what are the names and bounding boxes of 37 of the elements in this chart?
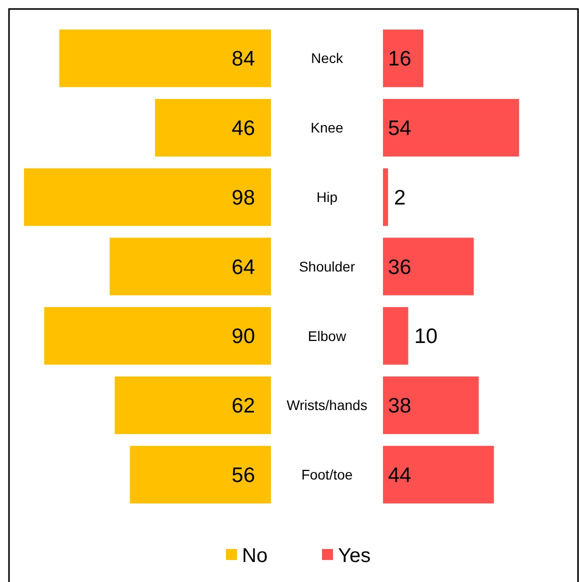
- bar: [24, 168, 271, 226]
- bar: [44, 307, 271, 365]
- data-label: 64: [232, 256, 256, 279]
- y-tick-label: Shoulder: [298, 258, 356, 274]
- data-label: 56: [232, 464, 255, 488]
- y-tick-label: Hip: [316, 189, 338, 206]
- bar: [130, 446, 271, 504]
- y-tick-label: Neck: [311, 50, 344, 66]
- bar: [383, 376, 479, 434]
- data-label: 98: [232, 186, 255, 210]
- y-tick-label: Foot/toe: [301, 466, 353, 483]
- bar: [383, 168, 388, 226]
- data-label: 90: [232, 325, 255, 348]
- data-label: 10: [414, 325, 438, 348]
- bar: [383, 446, 494, 504]
- legend-label: No: [242, 545, 268, 567]
- y-tick-label: Elbow: [308, 328, 347, 344]
- bar: [383, 307, 408, 365]
- data-label: 46: [232, 117, 255, 140]
- data-label: 36: [388, 256, 412, 279]
- bar: [383, 98, 520, 157]
- bar: [155, 98, 271, 157]
- bar: [110, 238, 271, 296]
- data-label: 16: [388, 48, 412, 71]
- bar: [383, 238, 474, 296]
- legend-label: Yes: [338, 545, 371, 567]
- y-tick-label: Knee: [310, 120, 344, 136]
- bar: [59, 30, 271, 88]
- data-label: 44: [388, 464, 412, 488]
- data-label: 84: [232, 48, 256, 71]
- data-label: 62: [232, 394, 255, 418]
- data-label: 54: [388, 117, 412, 140]
- bar: [383, 30, 424, 88]
- y-tick-label: Wrists/hands: [286, 397, 368, 414]
- bar: [114, 376, 271, 434]
- data-label: 38: [388, 394, 412, 418]
- data-label: 2: [394, 186, 406, 210]
